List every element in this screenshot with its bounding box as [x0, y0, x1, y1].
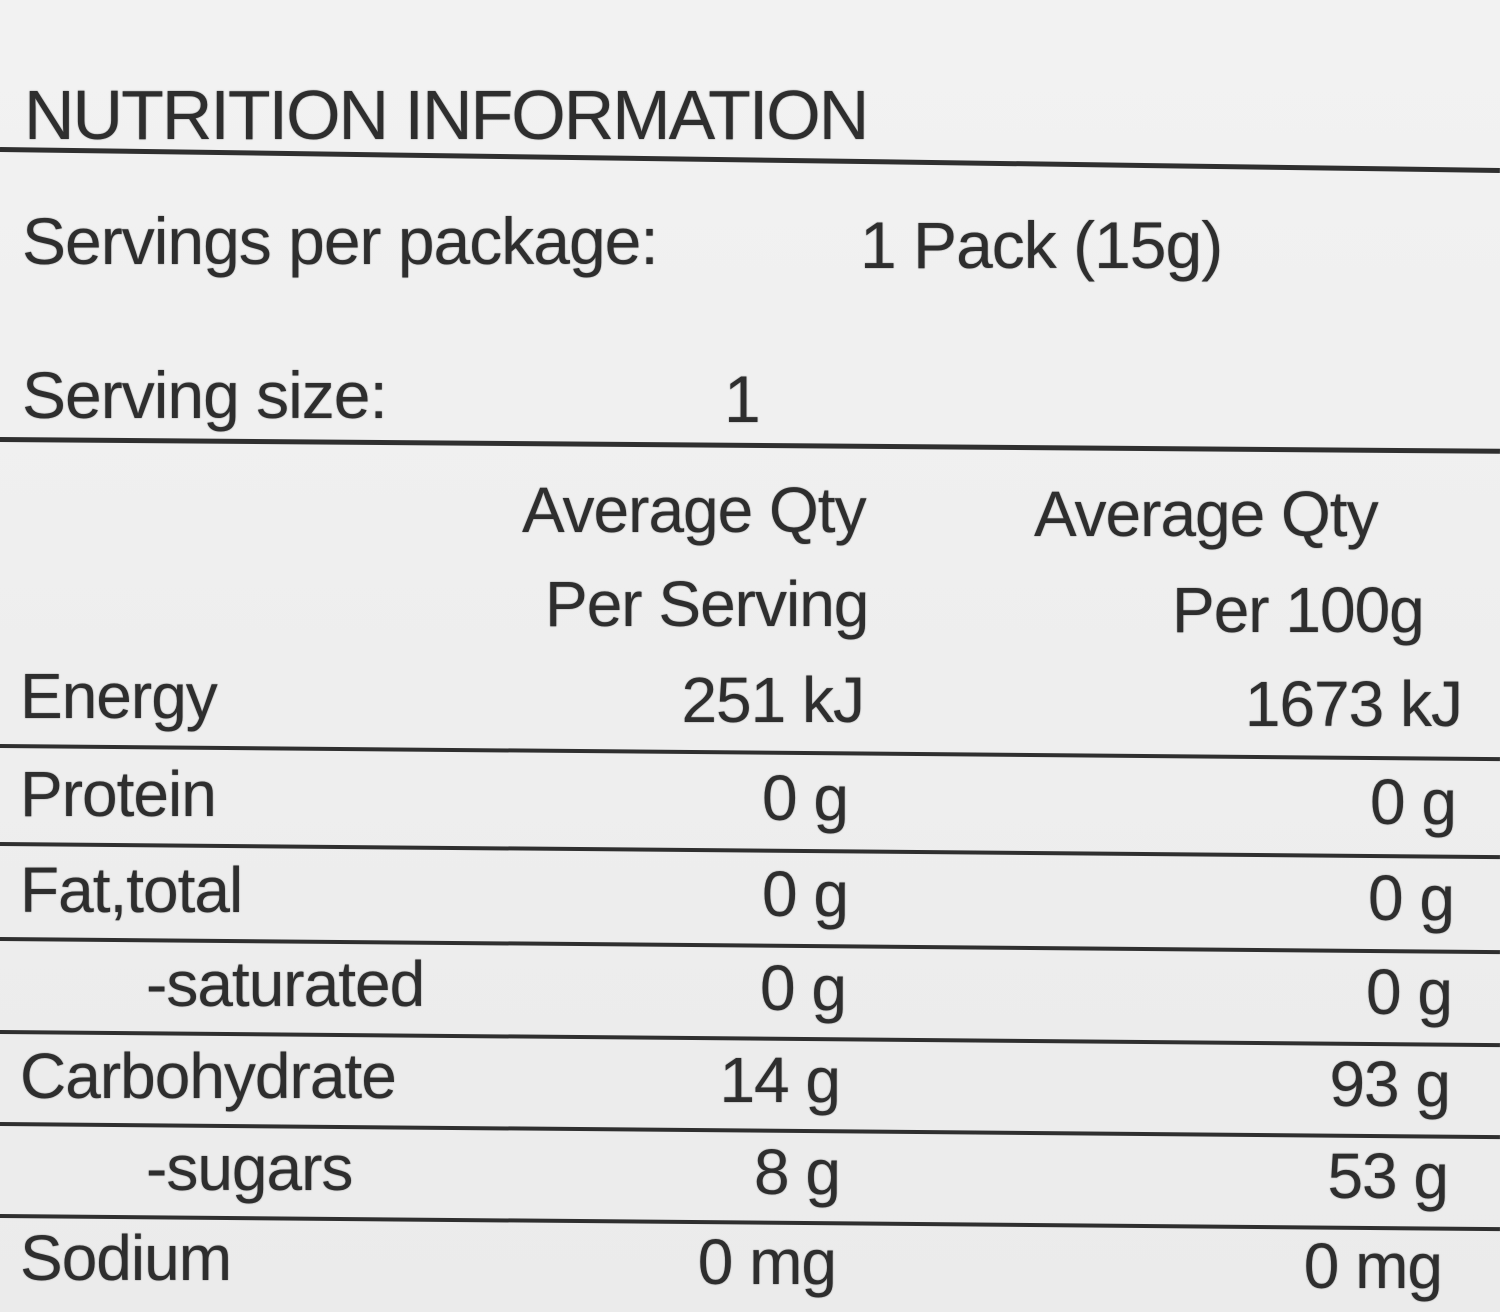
per-serving-value: 0 g: [762, 858, 849, 930]
per-serving-value: 0 g: [760, 952, 847, 1024]
per-100g-value: 0 mg: [1303, 1230, 1443, 1302]
per-100g-value: 1673 kJ: [1244, 668, 1463, 740]
nutrient-name: Protein: [20, 758, 217, 830]
per-serving-value: 251 kJ: [681, 664, 865, 736]
nutrient-name: Sodium: [20, 1222, 232, 1294]
nutrient-name: -sugars: [146, 1132, 353, 1204]
per-serving-header-line1: Average Qty: [522, 474, 867, 546]
serving-divider: [0, 437, 1500, 454]
per-100g-value: 0 g: [1368, 862, 1455, 934]
per-serving-value: 0 g: [762, 762, 849, 834]
per-100g-value: 0 g: [1366, 956, 1453, 1028]
row-divider: [0, 744, 1500, 762]
nutrition-title: NUTRITION INFORMATION: [24, 76, 869, 154]
serving-size-value: 1: [724, 362, 761, 436]
per-100g-header-line2: Per 100g: [1172, 574, 1425, 646]
serving-size-label: Serving size:: [22, 358, 388, 432]
per-serving-header-line2: Per Serving: [545, 568, 869, 640]
servings-per-package-label: Servings per package:: [22, 204, 659, 278]
per-serving-value: 0 mg: [697, 1226, 837, 1298]
per-serving-value: 14 g: [719, 1044, 841, 1116]
nutrient-name: Carbohydrate: [20, 1040, 397, 1112]
per-100g-value: 53 g: [1327, 1140, 1449, 1212]
per-100g-value: 93 g: [1329, 1048, 1451, 1120]
per-100g-value: 0 g: [1370, 766, 1457, 838]
per-100g-header-line1: Average Qty: [1034, 478, 1379, 550]
per-serving-value: 8 g: [754, 1136, 841, 1208]
nutrient-name: Energy: [20, 660, 218, 732]
nutrient-name: Fat,total: [20, 854, 243, 926]
nutrient-name: -saturated: [146, 948, 425, 1020]
servings-per-package-value: 1 Pack (15g): [860, 208, 1223, 282]
